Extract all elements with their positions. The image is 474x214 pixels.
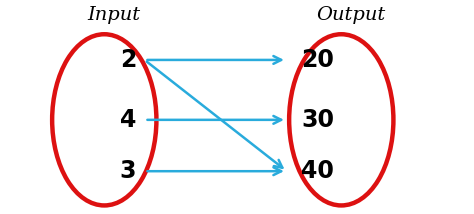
Text: 3: 3	[120, 159, 136, 183]
Text: 40: 40	[301, 159, 334, 183]
Text: 20: 20	[301, 48, 334, 72]
Text: Input: Input	[87, 6, 140, 24]
Text: 2: 2	[120, 48, 136, 72]
Text: Output: Output	[316, 6, 385, 24]
Text: 30: 30	[301, 108, 334, 132]
Text: 4: 4	[120, 108, 136, 132]
